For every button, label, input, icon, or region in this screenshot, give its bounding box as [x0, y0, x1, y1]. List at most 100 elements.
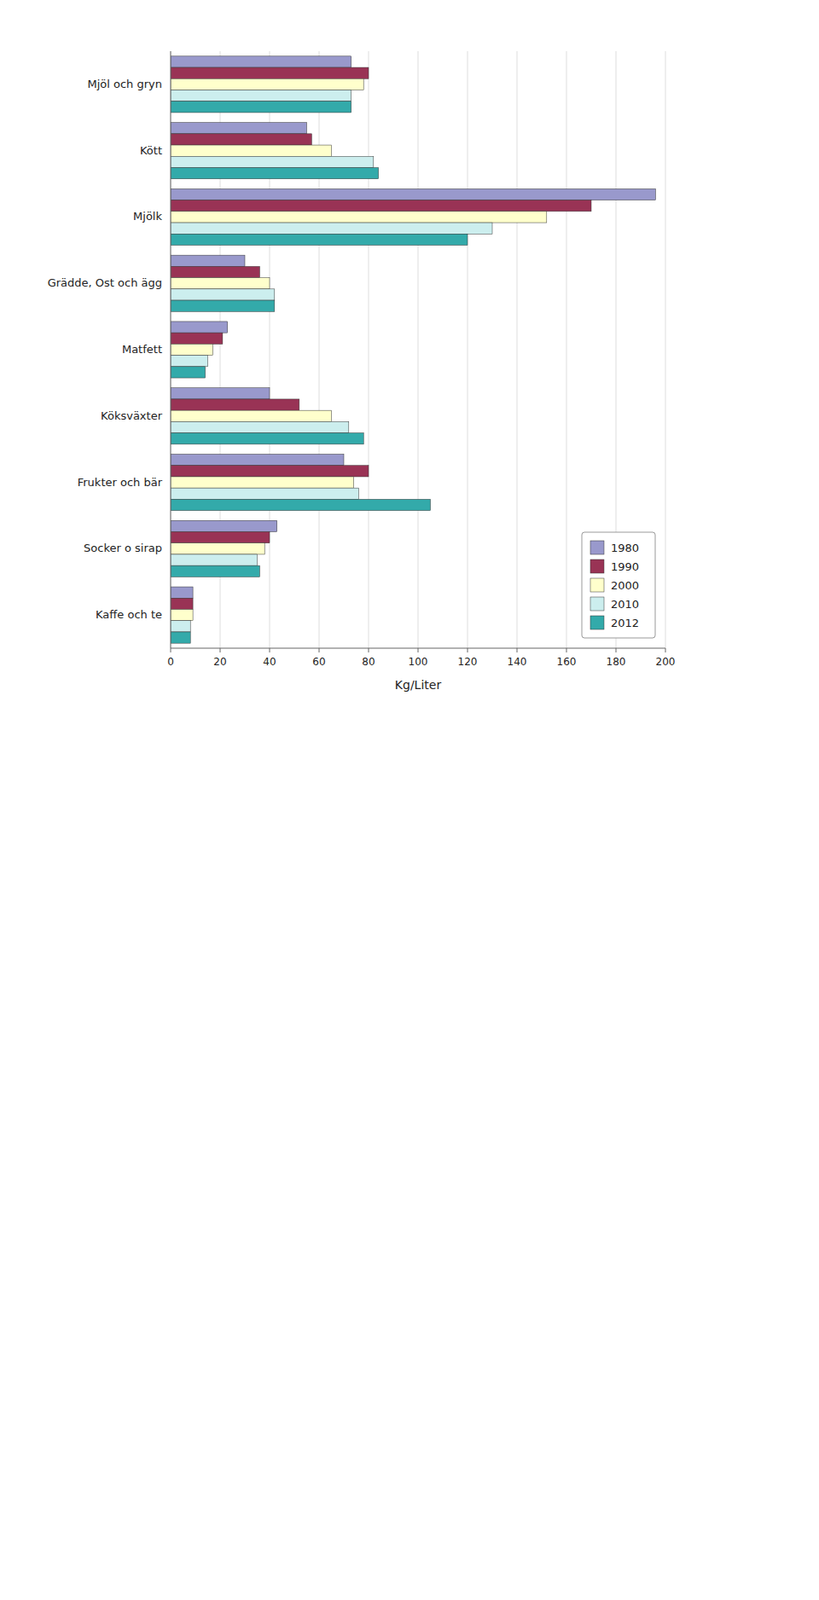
- bar: [170, 255, 245, 267]
- bar: [170, 56, 352, 68]
- legend-swatch: [590, 578, 605, 593]
- bar: [170, 211, 547, 223]
- bar: [170, 487, 359, 500]
- page: {"chart_data": {"type": "bar", "orientat…: [0, 0, 819, 1600]
- bar: [170, 366, 206, 378]
- category-label: Kaffe och te: [95, 608, 163, 622]
- grid-line: [566, 51, 568, 649]
- tick-label: 60: [312, 656, 326, 668]
- bar: [170, 433, 364, 445]
- bar: [170, 188, 656, 200]
- legend-label: 2000: [610, 579, 639, 593]
- plot-background: [170, 51, 666, 649]
- tick-label: 0: [167, 656, 175, 668]
- bar: [170, 321, 228, 333]
- bar: [170, 543, 265, 555]
- category-label: Mjöl och gryn: [87, 77, 163, 91]
- bars: [170, 56, 656, 644]
- grid-line: [516, 51, 518, 649]
- bar: [170, 454, 344, 466]
- bar: [170, 609, 193, 622]
- grid-line: [467, 51, 469, 649]
- tick-label: 20: [213, 656, 227, 668]
- grid-line: [665, 51, 667, 649]
- bar: [170, 332, 223, 344]
- tick-mark: [615, 648, 617, 653]
- bar: [170, 399, 300, 411]
- bar: [170, 476, 355, 488]
- chart: 0 20 40 60 80 100 120 140 160 180 200 Mjöl och gryn…: [0, 0, 819, 1600]
- legend-swatch: [590, 615, 605, 630]
- bar: [170, 289, 275, 301]
- axis-line: [170, 648, 666, 650]
- tick-label: 180: [606, 656, 627, 668]
- legend-label: 2012: [610, 616, 639, 630]
- bar: [170, 222, 493, 234]
- legend-box: [581, 532, 656, 639]
- bar: [170, 90, 352, 102]
- bar: [170, 266, 260, 278]
- tick-mark: [319, 648, 320, 653]
- tick-label: 80: [361, 656, 375, 668]
- bar: [170, 156, 374, 168]
- category-label: Grädde, Ost och ägg: [47, 276, 163, 290]
- bar: [170, 101, 352, 113]
- tick-label: 140: [507, 656, 528, 668]
- bar: [170, 598, 193, 610]
- bar: [170, 355, 209, 367]
- tick-mark: [566, 648, 568, 653]
- grid-line: [418, 51, 419, 649]
- tick-mark: [665, 648, 667, 653]
- bar: [170, 421, 349, 433]
- bar: [170, 388, 270, 400]
- bar: [170, 499, 431, 511]
- bar: [170, 168, 379, 180]
- bar: [170, 67, 369, 79]
- grid: [170, 51, 666, 649]
- category-label: Mjölk: [133, 209, 163, 223]
- legend-label: 1990: [610, 560, 639, 574]
- axis-line: [170, 51, 172, 649]
- tick-label: 100: [408, 656, 429, 668]
- tick-mark: [220, 648, 221, 653]
- category-label: Köksväxter: [100, 409, 163, 423]
- bar: [170, 621, 191, 633]
- category-label: Matfett: [121, 342, 163, 356]
- legend-label: 1980: [610, 541, 639, 555]
- grid-line: [319, 51, 320, 649]
- category-label: Frukter och bär: [77, 476, 163, 489]
- bar: [170, 410, 332, 422]
- value-axis: 0 20 40 60 80 100 120 140 160 180 200: [167, 648, 675, 668]
- grid-line: [170, 51, 172, 649]
- legend-swatch: [590, 540, 605, 555]
- bar: [170, 632, 191, 644]
- legend-label: 2010: [610, 598, 639, 611]
- bar: [170, 554, 258, 566]
- tick-mark: [516, 648, 518, 653]
- category-label: Socker o sirap: [83, 541, 163, 555]
- legend-swatch: [590, 559, 605, 574]
- bar: [170, 465, 369, 477]
- bar: [170, 343, 213, 355]
- bar: [170, 532, 270, 544]
- tick-label: 200: [656, 656, 676, 668]
- tick-mark: [368, 648, 370, 653]
- legend-swatch: [590, 597, 605, 611]
- grid-line: [368, 51, 370, 649]
- bar: [170, 300, 275, 312]
- bar: [170, 145, 332, 157]
- tick-mark: [170, 648, 172, 653]
- category-axis: Mjöl och gryn Kött Mjölk Grädde, Ost och äg…: [47, 77, 163, 622]
- axis-title: Kg/Liter: [394, 678, 442, 692]
- bar: [170, 233, 468, 245]
- bar: [170, 122, 308, 134]
- category-label: Kött: [139, 144, 163, 157]
- tick-label: 120: [458, 656, 478, 668]
- tick-mark: [467, 648, 469, 653]
- tick-label: 160: [557, 656, 577, 668]
- tick-label: 40: [262, 656, 276, 668]
- tick-mark: [269, 648, 271, 653]
- bar: [170, 520, 278, 532]
- legend: 1980 1990 2000 2010 2012: [581, 532, 656, 639]
- tick-mark: [418, 648, 419, 653]
